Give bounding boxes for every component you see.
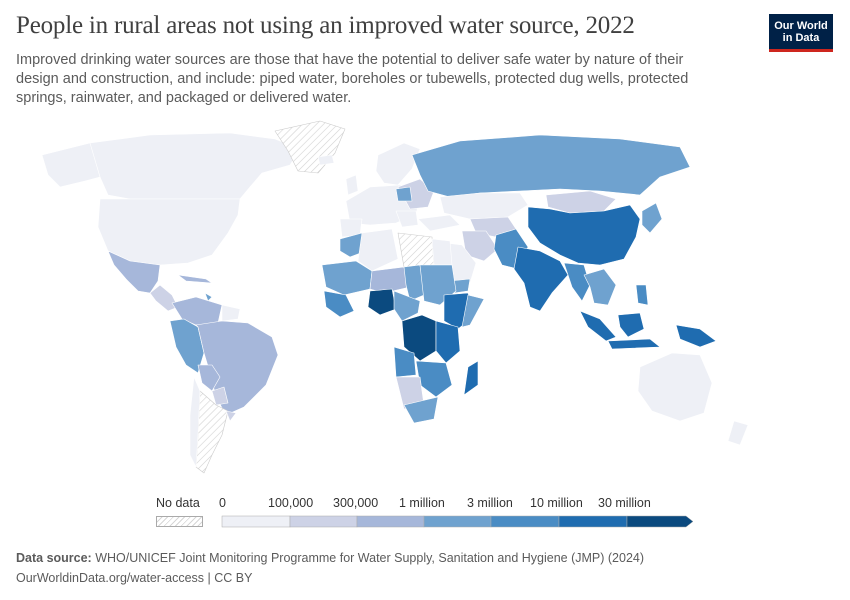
region-usa[interactable] bbox=[97, 198, 241, 266]
legend-swatch-4 bbox=[490, 515, 560, 528]
region-chad[interactable] bbox=[403, 264, 425, 302]
region-australia[interactable] bbox=[637, 352, 713, 422]
legend-bin-label-5: 10 million bbox=[530, 496, 583, 510]
logo-line-1: Our World bbox=[774, 20, 828, 32]
region-bangladesh-myanmar[interactable] bbox=[563, 262, 591, 302]
legend-no-data-label: No data bbox=[156, 496, 200, 510]
legend-swatch-0 bbox=[221, 515, 291, 528]
legend-color-scale bbox=[221, 515, 694, 528]
region-caribbean[interactable] bbox=[177, 274, 213, 284]
region-romania[interactable] bbox=[395, 186, 413, 202]
map-legend: No data 0 100,000 300,000 1 million 3 mi… bbox=[0, 496, 850, 536]
legend-swatch-6 bbox=[626, 515, 694, 528]
region-india[interactable] bbox=[513, 246, 569, 312]
region-uk[interactable] bbox=[345, 174, 359, 196]
region-scandinavia[interactable] bbox=[375, 142, 421, 186]
region-canada[interactable] bbox=[44, 132, 301, 200]
region-balkans[interactable] bbox=[395, 210, 419, 228]
legend-bin-label-6: 30 million bbox=[598, 496, 651, 510]
chart-title: People in rural areas not using an impro… bbox=[16, 12, 635, 39]
owid-logo[interactable]: Our World in Data bbox=[769, 14, 833, 52]
region-west-coast[interactable] bbox=[323, 290, 355, 318]
region-cameroon-car[interactable] bbox=[393, 290, 421, 322]
legend-bin-label-0: 0 bbox=[219, 496, 226, 510]
legend-swatch-3 bbox=[423, 515, 492, 528]
region-uruguay[interactable] bbox=[225, 410, 237, 422]
region-east-africa[interactable] bbox=[435, 320, 461, 364]
region-west-sahel[interactable] bbox=[321, 260, 373, 296]
region-madagascar[interactable] bbox=[463, 360, 479, 396]
region-algeria[interactable] bbox=[357, 228, 399, 272]
legend-swatch-2 bbox=[356, 515, 425, 528]
region-west-indies[interactable] bbox=[204, 292, 213, 302]
data-source-text: WHO/UNICEF Joint Monitoring Programme fo… bbox=[95, 551, 645, 565]
data-source-label: Data source: bbox=[16, 551, 92, 565]
region-south-africa[interactable] bbox=[403, 396, 439, 424]
source-url[interactable]: OurWorldinData.org/water-access | CC BY bbox=[16, 571, 253, 585]
region-turkey[interactable] bbox=[417, 214, 461, 232]
region-egypt[interactable] bbox=[431, 238, 453, 266]
region-central-america[interactable] bbox=[149, 284, 179, 312]
chart-footer: Data source: WHO/UNICEF Joint Monitoring… bbox=[16, 548, 644, 588]
region-peru-ecuador[interactable] bbox=[169, 318, 205, 374]
region-southeast-asia[interactable] bbox=[583, 268, 617, 306]
chart-subtitle: Improved drinking water sources are thos… bbox=[16, 52, 689, 106]
region-indonesia-borneo[interactable] bbox=[617, 312, 645, 338]
legend-bin-label-2: 300,000 bbox=[333, 496, 379, 510]
legend-bin-label-3: 1 million bbox=[399, 496, 445, 510]
legend-swatch-5 bbox=[558, 515, 628, 528]
region-mongolia[interactable] bbox=[545, 190, 617, 214]
region-somalia[interactable] bbox=[461, 294, 485, 328]
region-kazakhstan[interactable] bbox=[439, 192, 529, 220]
region-indonesia-east[interactable] bbox=[607, 338, 661, 350]
region-libya[interactable] bbox=[397, 232, 435, 268]
logo-line-2: in Data bbox=[782, 32, 820, 44]
region-iceland[interactable] bbox=[317, 154, 335, 166]
data-source: Data source: WHO/UNICEF Joint Monitoring… bbox=[16, 548, 644, 568]
legend-bin-label-4: 3 million bbox=[467, 496, 513, 510]
region-chile[interactable] bbox=[189, 376, 201, 468]
region-china[interactable] bbox=[527, 204, 641, 266]
region-indonesia-sumatra[interactable] bbox=[579, 310, 617, 342]
region-korea-japan[interactable] bbox=[641, 202, 663, 234]
region-russia[interactable] bbox=[411, 134, 691, 198]
legend-no-data-swatch bbox=[156, 516, 203, 527]
region-nigeria[interactable] bbox=[367, 288, 397, 316]
world-map[interactable] bbox=[0, 115, 850, 490]
region-png[interactable] bbox=[675, 324, 717, 348]
region-niger[interactable] bbox=[369, 266, 411, 294]
region-alaska[interactable] bbox=[41, 142, 101, 188]
legend-bin-label-1: 100,000 bbox=[268, 496, 314, 510]
region-paraguay[interactable] bbox=[211, 386, 229, 406]
legend-swatch-1 bbox=[289, 515, 358, 528]
region-angola[interactable] bbox=[393, 346, 417, 378]
region-new-zealand[interactable] bbox=[727, 420, 749, 446]
region-bolivia[interactable] bbox=[197, 364, 221, 392]
region-eastern-europe[interactable] bbox=[397, 178, 435, 210]
region-guianas[interactable] bbox=[221, 304, 241, 322]
region-philippines[interactable] bbox=[635, 284, 649, 306]
